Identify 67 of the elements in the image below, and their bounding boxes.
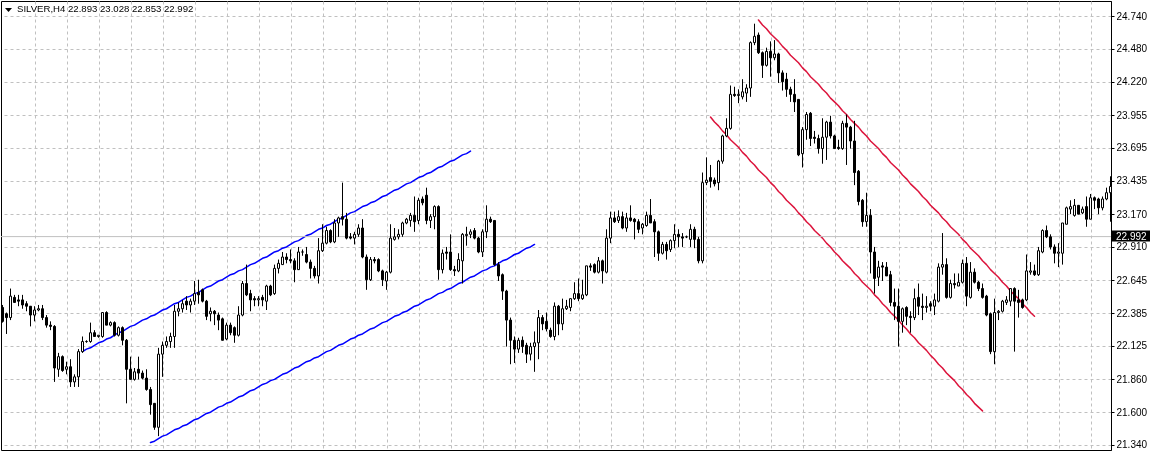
candlestick (633, 217, 636, 240)
y-tick-label: 24.740 (1116, 10, 1148, 22)
candlestick (625, 212, 628, 233)
candlestick (905, 305, 908, 326)
y-tick-label: 23.435 (1116, 175, 1148, 187)
candlestick (417, 197, 420, 225)
candlestick (777, 52, 780, 84)
y-tick-label: 21.340 (1116, 439, 1148, 451)
candlestick (689, 223, 692, 248)
candlestick (673, 223, 676, 249)
candlestick (369, 256, 372, 282)
y-tick-label: 22.645 (1116, 274, 1148, 286)
candlestick (193, 280, 196, 306)
line-series (81, 150, 472, 353)
candlestick (825, 120, 828, 161)
candlestick (881, 261, 884, 282)
candlestick (1013, 286, 1016, 353)
candlestick (29, 305, 32, 327)
candlestick (297, 246, 300, 271)
candlestick (525, 342, 528, 364)
candlestick (557, 304, 560, 336)
y-tick-label: 22.125 (1116, 340, 1148, 352)
candlestick (561, 298, 564, 331)
line-series (149, 243, 536, 444)
candlestick (765, 47, 768, 68)
candlestick (785, 72, 788, 98)
candlestick (449, 233, 452, 272)
y-tick-label: 24.480 (1116, 43, 1148, 55)
y-tick-label: 23.695 (1116, 142, 1148, 154)
candlestick (917, 283, 920, 316)
y-tick-label: 23.955 (1116, 109, 1148, 121)
y-tick-label: 23.170 (1116, 208, 1148, 220)
candlestick (709, 164, 712, 189)
candlestick (137, 356, 140, 380)
candlestick (741, 78, 744, 100)
line-series (757, 19, 1036, 318)
candlestick (897, 288, 900, 348)
candlestick (817, 134, 820, 155)
candlestick (921, 293, 924, 321)
line-series (709, 116, 984, 412)
candlestick (925, 295, 928, 314)
y-tick-label: 22.910 (1116, 241, 1148, 253)
candlestick (821, 117, 824, 165)
candlestick (901, 306, 904, 334)
candlestick (101, 312, 104, 339)
candlestick (577, 277, 580, 302)
candlestick (1089, 193, 1092, 220)
candlestick (845, 114, 848, 166)
candlestick (197, 279, 200, 305)
candlestick (769, 40, 772, 78)
candlestick (345, 212, 348, 240)
candlestick (265, 284, 268, 311)
candlestick (913, 288, 916, 321)
candlestick (413, 195, 416, 233)
chart-title: SILVER,H4 22.893 23.028 22.853 22.992 (17, 3, 194, 15)
candlestick (89, 322, 92, 344)
candlestick (545, 312, 548, 332)
ref-line-label: 22.992 (1116, 230, 1148, 242)
candlestick (1085, 195, 1088, 228)
candlestick (69, 358, 72, 388)
y-tick-label: 21.860 (1116, 373, 1148, 385)
candlestick (1017, 289, 1020, 319)
candlestick (9, 288, 12, 321)
y-tick-label: 21.600 (1116, 406, 1148, 418)
candlestick (653, 218, 656, 258)
y-tick-label: 22.385 (1116, 307, 1148, 319)
y-tick-label: 24.220 (1116, 76, 1148, 88)
